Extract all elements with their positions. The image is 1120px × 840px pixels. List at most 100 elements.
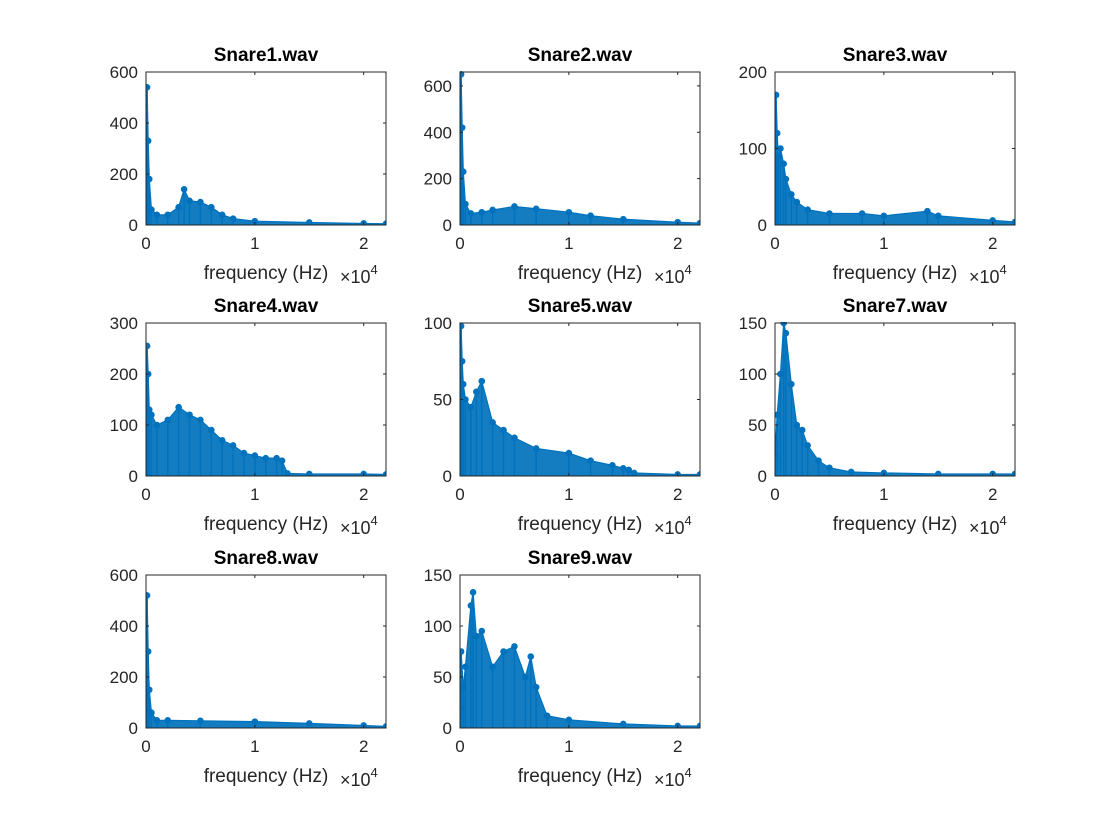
data-point (148, 411, 155, 419)
data-point (229, 215, 237, 222)
data-point (460, 322, 465, 330)
x-tick-label: 2 (673, 485, 682, 504)
data-point (229, 442, 237, 449)
data-point (262, 454, 270, 462)
data-point (460, 124, 466, 131)
subplot-6: 0 1 2 0 50 100 150 Snare7.wav frequency (Hz) ×104 (739, 296, 1016, 538)
data-point (619, 720, 627, 728)
y-tick-label: 600 (110, 566, 138, 585)
data-point (382, 220, 386, 225)
x-multiplier-base: ×10 (340, 770, 371, 790)
x-tick-label: 0 (770, 485, 779, 504)
subplot-1: 0 1 2 0 200 400 600 Snare1.wav frequency (Hz) ×10… (110, 45, 387, 287)
data-point (460, 380, 467, 388)
series-area (146, 87, 386, 225)
data-point (775, 129, 781, 137)
subplot-2: 0 1 2 0 200 400 600 Snare2.wav frequency (Hz) ×10… (424, 45, 701, 287)
data-point (924, 207, 931, 215)
x-multiplier-base: ×10 (654, 267, 685, 287)
series-group (146, 84, 386, 225)
x-axis-multiplier: ×104 (654, 765, 692, 790)
y-tick-label: 400 (424, 123, 452, 142)
x-tick-label: 2 (359, 234, 368, 253)
data-point (565, 208, 573, 216)
data-point (511, 434, 518, 442)
data-point (522, 673, 529, 681)
x-tick-label: 0 (770, 234, 779, 253)
data-point (305, 219, 313, 225)
data-point (473, 632, 480, 640)
axes-box (145, 322, 387, 477)
data-point (382, 723, 386, 728)
data-point (197, 198, 204, 206)
data-point (164, 717, 172, 724)
x-tick-label: 0 (455, 737, 464, 756)
y-tick-label: 300 (110, 314, 138, 333)
y-tick-label: 150 (739, 314, 767, 333)
y-tick-label: 200 (739, 63, 767, 82)
data-point (847, 468, 855, 476)
series-group (775, 322, 1015, 476)
data-point (478, 627, 486, 635)
series-area (775, 322, 1015, 476)
data-point (218, 211, 226, 219)
x-axis-label: frequency (Hz) (204, 766, 329, 787)
data-point (462, 396, 469, 403)
y-tick-label: 0 (758, 467, 767, 486)
y-tick-label: 400 (110, 114, 138, 133)
x-multiplier-exponent: 4 (685, 765, 692, 780)
x-tick-label: 0 (141, 234, 150, 253)
x-tick-label: 1 (250, 234, 259, 253)
data-point (469, 589, 477, 596)
x-tick-label: 1 (564, 234, 573, 253)
y-tick-label: 0 (443, 467, 452, 486)
series-area (146, 595, 386, 728)
y-tick-label: 50 (433, 391, 452, 410)
y-tick-label: 200 (110, 165, 138, 184)
data-point (186, 411, 193, 419)
x-axis-multiplier: ×104 (654, 262, 692, 287)
subplot-title: Snare1.wav (214, 45, 319, 66)
data-point (305, 470, 313, 476)
data-point (934, 470, 942, 476)
data-point (180, 186, 188, 193)
y-tick-label: 200 (424, 170, 452, 189)
x-tick-label: 0 (141, 737, 150, 756)
series-group (460, 71, 700, 225)
data-point (146, 648, 152, 655)
data-point (775, 91, 780, 99)
data-point (1011, 218, 1015, 225)
x-axis-multiplier: ×104 (654, 513, 692, 538)
subplot-title: Snare2.wav (528, 45, 633, 66)
data-point (826, 464, 833, 472)
series-area (460, 74, 700, 225)
x-axis-label: frequency (Hz) (204, 514, 329, 535)
x-tick-label: 2 (673, 737, 682, 756)
x-axis-multiplier: ×104 (340, 765, 378, 790)
series-area (460, 326, 700, 476)
data-point (527, 653, 535, 660)
y-tick-label: 0 (129, 467, 138, 486)
x-multiplier-base: ×10 (340, 518, 371, 538)
x-tick-label: 1 (250, 485, 259, 504)
data-point (164, 211, 172, 219)
data-point (251, 718, 259, 725)
x-multiplier-exponent: 4 (685, 262, 692, 277)
data-point (284, 470, 291, 476)
data-point (175, 203, 182, 211)
x-axis-multiplier: ×104 (340, 513, 378, 538)
x-tick-label: 0 (455, 234, 464, 253)
data-point (462, 200, 469, 208)
data-point (934, 212, 942, 220)
data-point (630, 469, 638, 476)
data-point (500, 426, 507, 434)
data-point (500, 648, 507, 655)
data-point (543, 712, 551, 720)
x-axis-label: frequency (Hz) (833, 263, 958, 284)
x-tick-label: 2 (988, 234, 997, 253)
data-point (146, 137, 152, 145)
y-tick-label: 100 (424, 617, 452, 636)
axes-box (145, 71, 387, 226)
data-point (777, 145, 784, 152)
